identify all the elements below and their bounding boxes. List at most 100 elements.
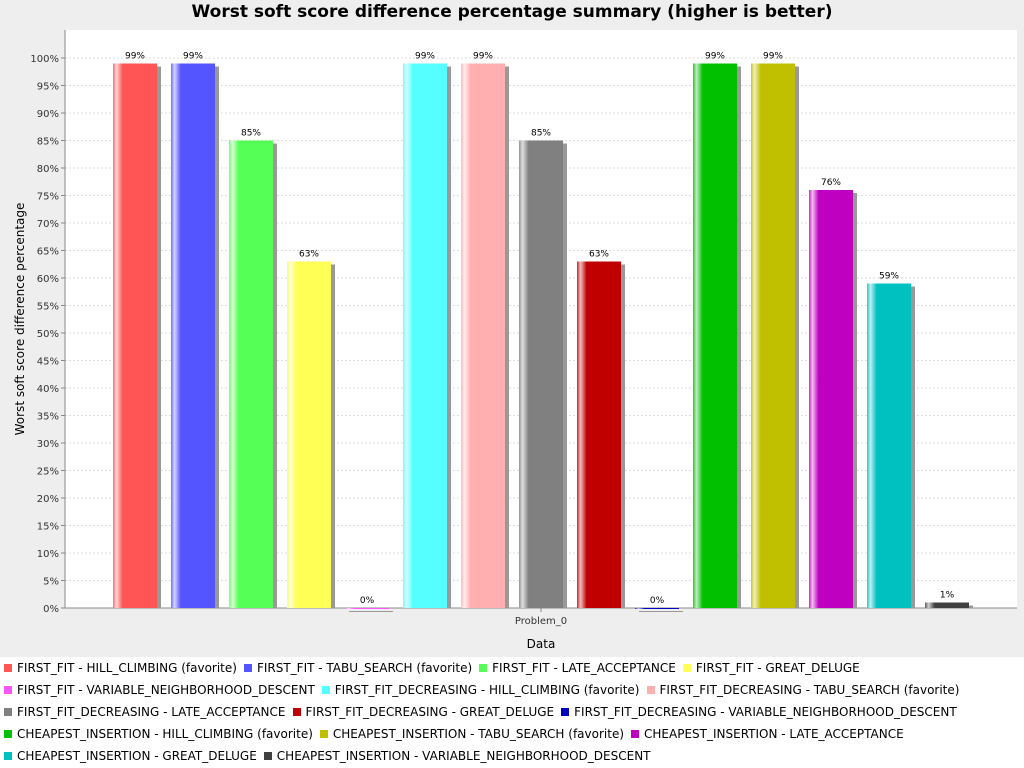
legend-swatch [479, 664, 488, 672]
legend-swatch [561, 708, 570, 716]
legend-label: FIRST_FIT - TABU_SEARCH (favorite) [256, 661, 473, 675]
bar [693, 63, 737, 608]
y-tick-label: 5% [43, 577, 59, 588]
bar-value-label: 63% [299, 250, 319, 260]
x-tick-label: Problem_0 [515, 616, 567, 627]
legend-item: CHEAPEST_INSERTION - LATE_ACCEPTANCE [631, 727, 904, 741]
bar-value-label: 99% [763, 52, 783, 62]
y-tick-label: 15% [37, 522, 59, 533]
legend-item: CHEAPEST_INSERTION - VARIABLE_NEIGHBORHO… [263, 749, 651, 763]
y-tick-label: 40% [37, 384, 59, 395]
bar [519, 140, 563, 608]
y-tick-label: 55% [37, 302, 59, 313]
legend-row: CHEAPEST_INSERTION - HILL_CLIMBING (favo… [0, 723, 1024, 745]
bar [229, 140, 273, 608]
legend: FIRST_FIT - HILL_CLIMBING (favorite) FIRS… [0, 657, 1024, 768]
legend-swatch [243, 664, 252, 672]
bar-value-label: 99% [415, 52, 435, 62]
legend-item: FIRST_FIT - VARIABLE_NEIGHBORHOOD_DESCEN… [4, 683, 315, 697]
legend-swatch [319, 730, 328, 738]
legend-item: FIRST_FIT - TABU_SEARCH (favorite) [243, 661, 473, 675]
legend-item: FIRST_FIT_DECREASING - GREAT_DELUGE [292, 705, 555, 719]
legend-row: FIRST_FIT_DECREASING - LATE_ACCEPTANCE FI… [0, 701, 1024, 723]
legend-label: CHEAPEST_INSERTION - LATE_ACCEPTANCE [644, 727, 904, 741]
legend-swatch [631, 730, 640, 738]
bar [345, 608, 389, 609]
legend-label: CHEAPEST_INSERTION - VARIABLE_NEIGHBORHO… [276, 749, 651, 763]
legend-swatch [263, 752, 272, 760]
y-tick-label: 65% [37, 247, 59, 258]
legend-label: FIRST_FIT_DECREASING - LATE_ACCEPTANCE [17, 705, 286, 719]
y-tick-label: 70% [37, 219, 59, 230]
legend-item: FIRST_FIT - LATE_ACCEPTANCE [479, 661, 676, 675]
legend-item: FIRST_FIT_DECREASING - VARIABLE_NEIGHBOR… [561, 705, 957, 719]
bar-value-label: 0% [360, 596, 375, 606]
y-tick-label: 0% [43, 604, 59, 615]
legend-item: CHEAPEST_INSERTION - TABU_SEARCH (favori… [319, 727, 625, 741]
legend-swatch [4, 730, 12, 738]
y-tick-label: 75% [37, 192, 59, 203]
bar [403, 63, 447, 608]
bar-value-label: 76% [821, 178, 841, 188]
bar [635, 608, 679, 609]
legend-item: FIRST_FIT - HILL_CLIMBING (favorite) [4, 661, 237, 675]
bar-value-label: 85% [241, 129, 261, 139]
bar-value-label: 63% [589, 250, 609, 260]
legend-row: FIRST_FIT - HILL_CLIMBING (favorite) FIRS… [0, 657, 1024, 679]
legend-item: FIRST_FIT_DECREASING - LATE_ACCEPTANCE [4, 705, 286, 719]
bar-value-label: 85% [531, 129, 551, 139]
legend-label: CHEAPEST_INSERTION - GREAT_DELUGE [17, 749, 257, 763]
y-tick-label: 95% [37, 82, 59, 93]
y-axis-label: Worst soft score difference percentage [13, 203, 27, 436]
legend-label: FIRST_FIT - VARIABLE_NEIGHBORHOOD_DESCEN… [17, 683, 315, 697]
bar-value-label: 99% [705, 52, 725, 62]
bar [809, 190, 853, 608]
chart-plot: 0% 5% 10% 15% 20% 25% 30% 35% 40% 45% 50% 55% 60% 65%… [13, 30, 1017, 651]
y-tick-label: 20% [37, 494, 59, 505]
y-tick-label: 60% [37, 274, 59, 285]
legend-label: FIRST_FIT - HILL_CLIMBING (favorite) [17, 661, 237, 675]
bar [925, 602, 969, 608]
bar-value-label: 99% [183, 52, 203, 62]
y-tick-label: 30% [37, 439, 59, 450]
y-tick-label: 45% [37, 357, 59, 368]
legend-label: FIRST_FIT_DECREASING - HILL_CLIMBING (fa… [334, 683, 640, 697]
legend-swatch [321, 686, 330, 694]
bar [577, 261, 621, 608]
bar-shadow [639, 611, 683, 612]
y-tick-label: 25% [37, 467, 59, 478]
legend-label: FIRST_FIT_DECREASING - GREAT_DELUGE [305, 705, 555, 719]
y-tick-label: 85% [37, 137, 59, 148]
legend-row: CHEAPEST_INSERTION - GREAT_DELUGE CHEAPES… [0, 745, 1024, 767]
chart-title: Worst soft score difference percentage s… [191, 2, 833, 22]
legend-row: FIRST_FIT - VARIABLE_NEIGHBORHOOD_DESCEN… [0, 679, 1024, 701]
bar [461, 63, 505, 608]
bar [867, 283, 911, 608]
legend-swatch [4, 708, 12, 716]
bar-value-label: 99% [473, 52, 493, 62]
bar-value-label: 59% [879, 272, 899, 282]
bar [113, 63, 157, 608]
legend-label: FIRST_FIT_DECREASING - TABU_SEARCH (favo… [659, 683, 960, 697]
legend-swatch [646, 686, 655, 694]
legend-label: FIRST_FIT - GREAT_DELUGE [695, 661, 860, 675]
y-tick-label: 35% [37, 412, 59, 423]
y-tick-label: 80% [37, 164, 59, 175]
legend-item: CHEAPEST_INSERTION - HILL_CLIMBING (favo… [4, 727, 313, 741]
x-axis-label: Data [527, 637, 556, 651]
legend-swatch [4, 686, 12, 694]
bar [287, 261, 331, 608]
legend-swatch [292, 708, 301, 716]
bar-shadow [349, 611, 393, 612]
legend-swatch [4, 752, 12, 760]
legend-item: CHEAPEST_INSERTION - GREAT_DELUGE [4, 749, 257, 763]
legend-label: CHEAPEST_INSERTION - TABU_SEARCH (favori… [332, 727, 625, 741]
legend-label: CHEAPEST_INSERTION - HILL_CLIMBING (favo… [17, 727, 313, 741]
bar-value-label: 99% [125, 52, 145, 62]
legend-item: FIRST_FIT_DECREASING - HILL_CLIMBING (fa… [321, 683, 640, 697]
y-tick-label: 90% [37, 109, 59, 120]
legend-label: FIRST_FIT - LATE_ACCEPTANCE [492, 661, 676, 675]
bar [751, 63, 795, 608]
legend-label: FIRST_FIT_DECREASING - VARIABLE_NEIGHBOR… [574, 705, 957, 719]
legend-swatch [4, 664, 12, 672]
